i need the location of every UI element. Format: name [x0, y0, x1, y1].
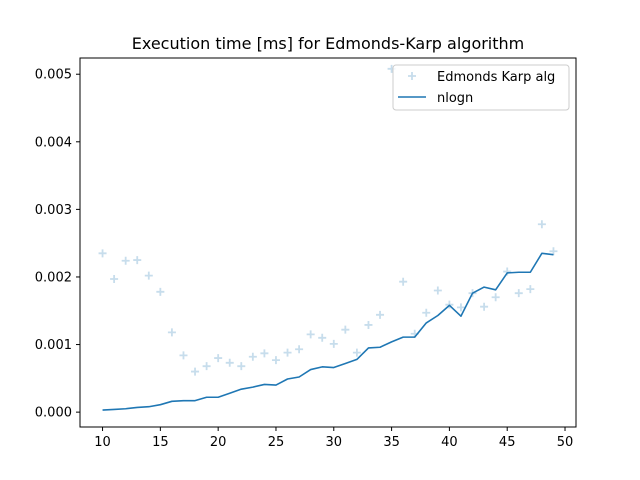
x-tick-label: 35 — [383, 435, 400, 450]
scatter-point — [329, 339, 338, 348]
x-tick-label: 20 — [210, 435, 227, 450]
scatter-point — [271, 356, 280, 365]
legend-label-line: nlogn — [437, 91, 473, 106]
scatter-point — [237, 362, 246, 371]
scatter-point — [422, 308, 431, 317]
scatter-point — [352, 348, 361, 357]
scatter-point — [433, 286, 442, 295]
scatter-point — [341, 325, 350, 334]
x-tick-label: 40 — [441, 435, 458, 450]
scatter-point — [399, 277, 408, 286]
scatter-point — [491, 293, 500, 302]
scatter-point — [376, 310, 385, 319]
scatter-point — [191, 367, 200, 376]
scatter-point — [283, 348, 292, 357]
y-axis: 0.000 0.001 0.002 0.003 0.004 0.005 — [35, 68, 80, 421]
x-axis: 10 15 20 25 30 35 40 45 50 — [94, 427, 573, 450]
scatter-point — [156, 287, 165, 296]
y-tick-label: 0.004 — [35, 135, 72, 150]
x-tick-label: 50 — [557, 435, 574, 450]
scatter-point — [318, 333, 327, 342]
legend: Edmonds Karp alg nlogn — [392, 64, 570, 111]
scatter-series — [98, 64, 558, 376]
scatter-point — [295, 345, 304, 354]
scatter-point — [144, 271, 153, 280]
plot-area — [80, 58, 576, 427]
scatter-point — [179, 351, 188, 360]
x-tick-label: 25 — [268, 435, 285, 450]
y-tick-label: 0.005 — [35, 68, 72, 83]
scatter-point — [260, 349, 269, 358]
scatter-point — [514, 289, 523, 298]
scatter-point — [133, 256, 142, 265]
y-tick-label: 0.002 — [35, 270, 72, 285]
scatter-point — [537, 220, 546, 229]
scatter-point — [214, 354, 223, 363]
x-tick-label: 30 — [326, 435, 343, 450]
nlogn-line — [102, 252, 554, 411]
plot-frame — [79, 57, 577, 428]
x-tick-label: 45 — [499, 435, 516, 450]
scatter-point — [110, 274, 119, 283]
scatter-point — [306, 330, 315, 339]
scatter-point — [248, 352, 257, 361]
scatter-point — [480, 302, 489, 311]
scatter-point — [526, 285, 535, 294]
x-tick-label: 15 — [152, 435, 169, 450]
scatter-point — [98, 249, 107, 258]
y-tick-label: 0.003 — [35, 203, 72, 218]
scatter-point — [364, 320, 373, 329]
scatter-point — [225, 358, 234, 367]
legend-box — [392, 64, 570, 111]
chart-title: Execution time [ms] for Edmonds-Karp alg… — [132, 34, 525, 53]
legend-plus-marker — [408, 72, 416, 80]
y-tick-label: 0.001 — [35, 338, 72, 353]
scatter-point — [121, 256, 130, 265]
y-tick-label: 0.000 — [35, 406, 72, 421]
x-tick-label: 10 — [94, 435, 111, 450]
legend-label-scatter: Edmonds Karp alg — [437, 70, 555, 85]
scatter-point — [456, 303, 465, 312]
line-series — [102, 252, 554, 411]
scatter-point — [167, 328, 176, 337]
legend-scatter-marker — [408, 72, 416, 80]
scatter-point — [202, 362, 211, 371]
